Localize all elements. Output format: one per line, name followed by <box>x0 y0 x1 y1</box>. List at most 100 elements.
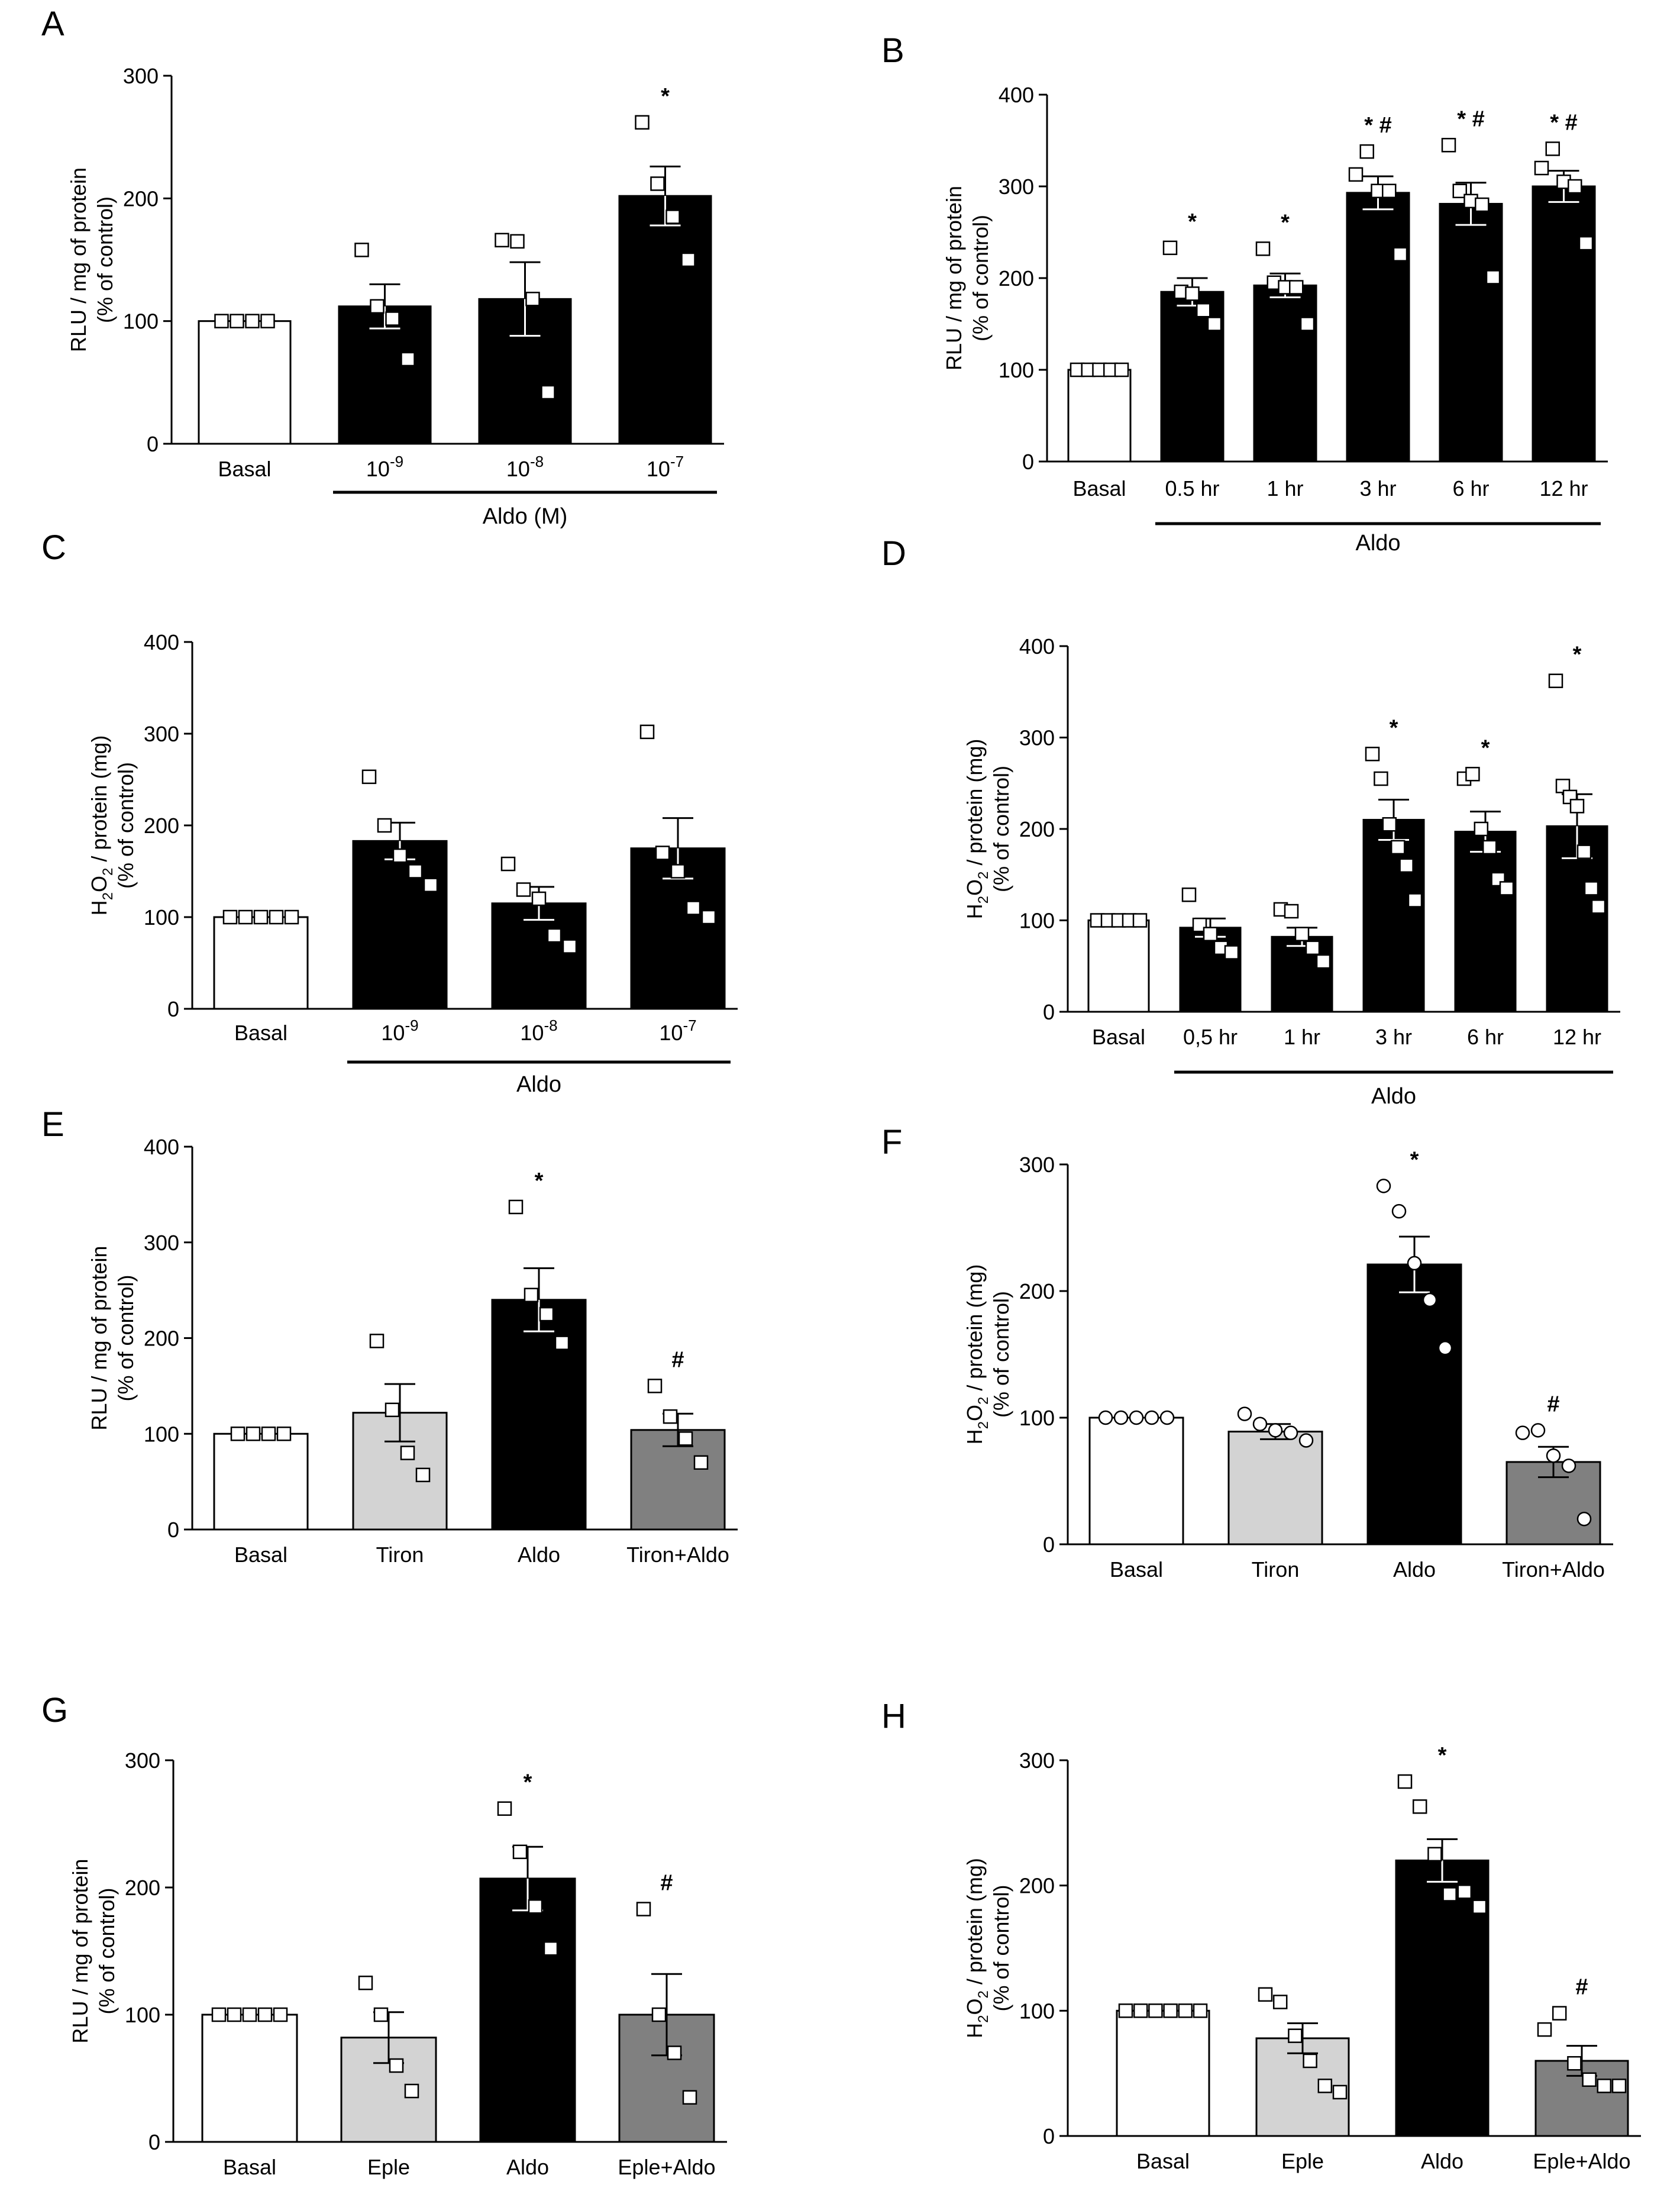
data-point <box>1534 160 1549 176</box>
data-point <box>1474 821 1489 837</box>
data-point <box>1255 241 1271 256</box>
significance-mark: * <box>535 1169 544 1193</box>
data-point <box>650 176 665 191</box>
data-point <box>639 724 655 740</box>
y-tick-label: 200 <box>144 814 179 838</box>
data-point <box>508 1199 524 1215</box>
data-point <box>510 234 525 249</box>
category-label: 10-9 <box>381 1017 418 1045</box>
panel-f: F 0 100 200 300 H2O2 / protein (mg) (% of cont… <box>881 1123 1613 1582</box>
significance-mark: * <box>1573 643 1582 667</box>
y-axis-label: RLU / mg of protein <box>66 167 91 352</box>
category-label: Eple <box>367 2155 410 2179</box>
data-point <box>1399 858 1414 873</box>
data-point <box>269 909 284 925</box>
bar <box>213 916 309 1010</box>
bar <box>618 195 712 445</box>
category-label: 6 hr <box>1452 476 1489 501</box>
bar <box>1067 369 1132 463</box>
panel-b: B 0 100 200 300 400 RLU / mg of protein (% of c… <box>881 31 1608 556</box>
bar <box>1087 919 1150 1013</box>
data-point <box>377 818 392 833</box>
panel-e: E 0 100 200 300 400 RLU / mg of protein (% of c… <box>41 1105 738 1567</box>
y-tick-label: 400 <box>1019 634 1055 659</box>
y-axis-label: H2O2 / protein (mg) <box>962 739 991 919</box>
category-label: 3 hr <box>1359 476 1396 501</box>
y-tick-label: 300 <box>123 64 159 88</box>
data-point <box>1537 2022 1552 2037</box>
data-point <box>1584 881 1599 896</box>
data-point <box>1475 197 1490 212</box>
data-point <box>1472 1899 1487 1914</box>
data-point <box>1465 767 1480 782</box>
y-tick-label: 400 <box>144 1135 179 1159</box>
data-point <box>408 864 423 879</box>
data-point <box>1178 2003 1193 2018</box>
bar <box>491 902 587 1010</box>
y-tick-label: 0 <box>148 2130 160 2154</box>
y-axis-label: RLU / mg of protein <box>87 1245 111 1430</box>
data-point <box>1391 1203 1407 1219</box>
category-label: Eple+Aldo <box>1533 2149 1630 2173</box>
y-axis-label-sub: (% of control) <box>95 1887 119 2014</box>
data-point <box>1303 2053 1317 2069</box>
panel-letter: B <box>881 31 904 70</box>
data-point <box>663 1409 678 1424</box>
data-point <box>1207 317 1222 331</box>
bar <box>1271 935 1333 1013</box>
y-axis-label-sub: (% of control) <box>93 196 117 323</box>
y-tick-label: 300 <box>125 1748 160 1773</box>
data-point <box>682 2090 697 2105</box>
data-point <box>361 769 377 785</box>
bar <box>1227 1431 1323 1545</box>
significance-mark: * <box>1281 210 1290 235</box>
category-label: Aldo <box>518 1543 560 1567</box>
data-point <box>392 848 408 863</box>
bar <box>479 1877 576 2143</box>
data-point <box>1258 1987 1273 2002</box>
y-tick-label: 300 <box>999 175 1034 199</box>
category-label: Basal <box>1136 2149 1190 2173</box>
bar <box>198 320 292 445</box>
y-tick-label: 200 <box>1019 817 1055 841</box>
category-label: Tiron+Aldo <box>626 1543 729 1567</box>
y-tick-label: 100 <box>144 1422 179 1446</box>
bar <box>1179 927 1242 1013</box>
data-point <box>1114 362 1129 377</box>
significance-mark: # <box>660 1871 673 1896</box>
y-axis-label-sub: (% of control) <box>989 766 1013 892</box>
data-point <box>701 909 716 925</box>
data-point <box>1118 2003 1133 2018</box>
panel-g: G 0 100 200 300 RLU / mg of protein (% of cont… <box>41 1691 727 2179</box>
category-label: Aldo <box>1393 1557 1436 1582</box>
category-label: Tiron <box>1252 1557 1300 1582</box>
y-tick-label: 0 <box>1043 1000 1055 1024</box>
data-point <box>1407 1256 1422 1271</box>
y-tick-label: 300 <box>1019 1153 1055 1177</box>
data-point <box>541 385 555 400</box>
data-point <box>354 243 369 257</box>
data-point <box>400 1445 415 1460</box>
bar <box>1532 185 1596 463</box>
panel-letter: G <box>41 1691 68 1729</box>
data-point <box>1129 1410 1144 1425</box>
panel-letter: H <box>881 1697 906 1735</box>
data-point <box>1305 940 1320 956</box>
category-label: 12 hr <box>1553 1025 1601 1049</box>
data-point <box>1148 2003 1163 2018</box>
data-point <box>1289 280 1304 295</box>
data-point <box>245 314 260 328</box>
category-label: Eple+Aldo <box>618 2155 715 2179</box>
y-axis-label-sub: (% of control) <box>114 1274 138 1401</box>
data-point <box>222 909 238 925</box>
data-point <box>1591 899 1606 914</box>
data-point <box>1288 2028 1303 2043</box>
category-label: Tiron <box>376 1543 424 1567</box>
data-point <box>686 901 701 915</box>
panel-letter: F <box>881 1123 902 1161</box>
y-tick-label: 0 <box>1022 450 1034 474</box>
category-label: 10-8 <box>506 453 544 481</box>
data-point <box>1283 1425 1298 1440</box>
significance-mark: * # <box>1550 110 1577 135</box>
